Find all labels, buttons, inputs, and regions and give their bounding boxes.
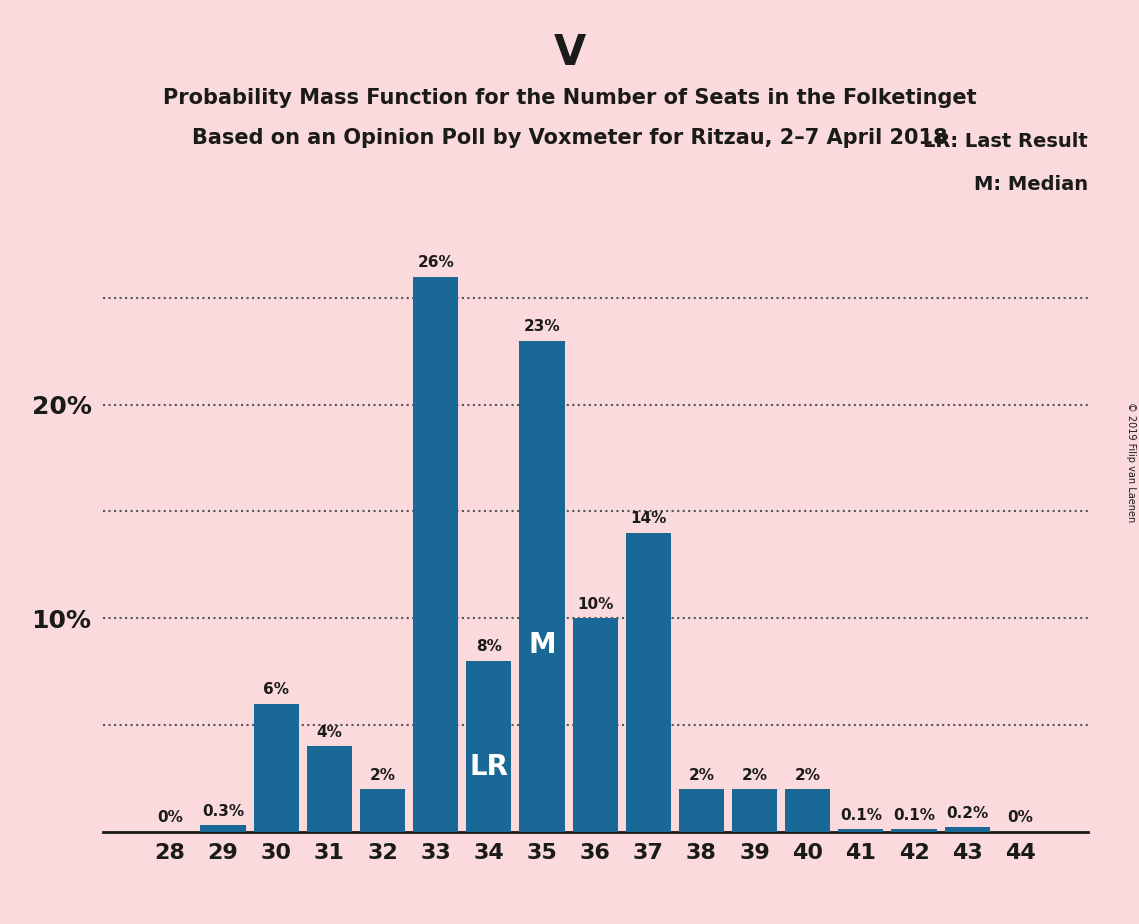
- Text: 2%: 2%: [688, 768, 714, 783]
- Text: 23%: 23%: [524, 319, 560, 334]
- Text: 4%: 4%: [317, 724, 343, 740]
- Text: Based on an Opinion Poll by Voxmeter for Ritzau, 2–7 April 2018: Based on an Opinion Poll by Voxmeter for…: [191, 128, 948, 148]
- Text: 2%: 2%: [795, 768, 821, 783]
- Text: M: Median: M: Median: [974, 176, 1088, 194]
- Text: LR: Last Result: LR: Last Result: [923, 132, 1088, 151]
- Text: LR: LR: [469, 753, 508, 781]
- Text: 2%: 2%: [741, 768, 768, 783]
- Bar: [200, 825, 246, 832]
- Text: V: V: [554, 32, 585, 74]
- Bar: [573, 618, 617, 832]
- Text: 10%: 10%: [577, 597, 613, 612]
- Text: 26%: 26%: [417, 255, 454, 270]
- Text: 14%: 14%: [630, 511, 666, 527]
- Text: © 2019 Filip van Laenen: © 2019 Filip van Laenen: [1126, 402, 1136, 522]
- Text: M: M: [528, 631, 556, 659]
- Bar: [944, 827, 990, 832]
- Text: 6%: 6%: [263, 682, 289, 697]
- Bar: [838, 830, 884, 832]
- Text: 0%: 0%: [157, 810, 183, 825]
- Bar: [254, 703, 298, 832]
- Bar: [785, 789, 830, 832]
- Bar: [625, 533, 671, 832]
- Text: 0%: 0%: [1007, 810, 1033, 825]
- Bar: [679, 789, 724, 832]
- Bar: [466, 661, 511, 832]
- Bar: [732, 789, 777, 832]
- Text: 2%: 2%: [369, 768, 395, 783]
- Text: 0.1%: 0.1%: [839, 808, 882, 823]
- Text: 0.3%: 0.3%: [202, 804, 244, 819]
- Bar: [360, 789, 405, 832]
- Text: 0.1%: 0.1%: [893, 808, 935, 823]
- Text: 0.2%: 0.2%: [947, 806, 989, 821]
- Bar: [306, 747, 352, 832]
- Text: 8%: 8%: [476, 639, 502, 654]
- Bar: [413, 276, 458, 832]
- Text: Probability Mass Function for the Number of Seats in the Folketinget: Probability Mass Function for the Number…: [163, 88, 976, 108]
- Bar: [519, 341, 565, 832]
- Bar: [892, 830, 936, 832]
